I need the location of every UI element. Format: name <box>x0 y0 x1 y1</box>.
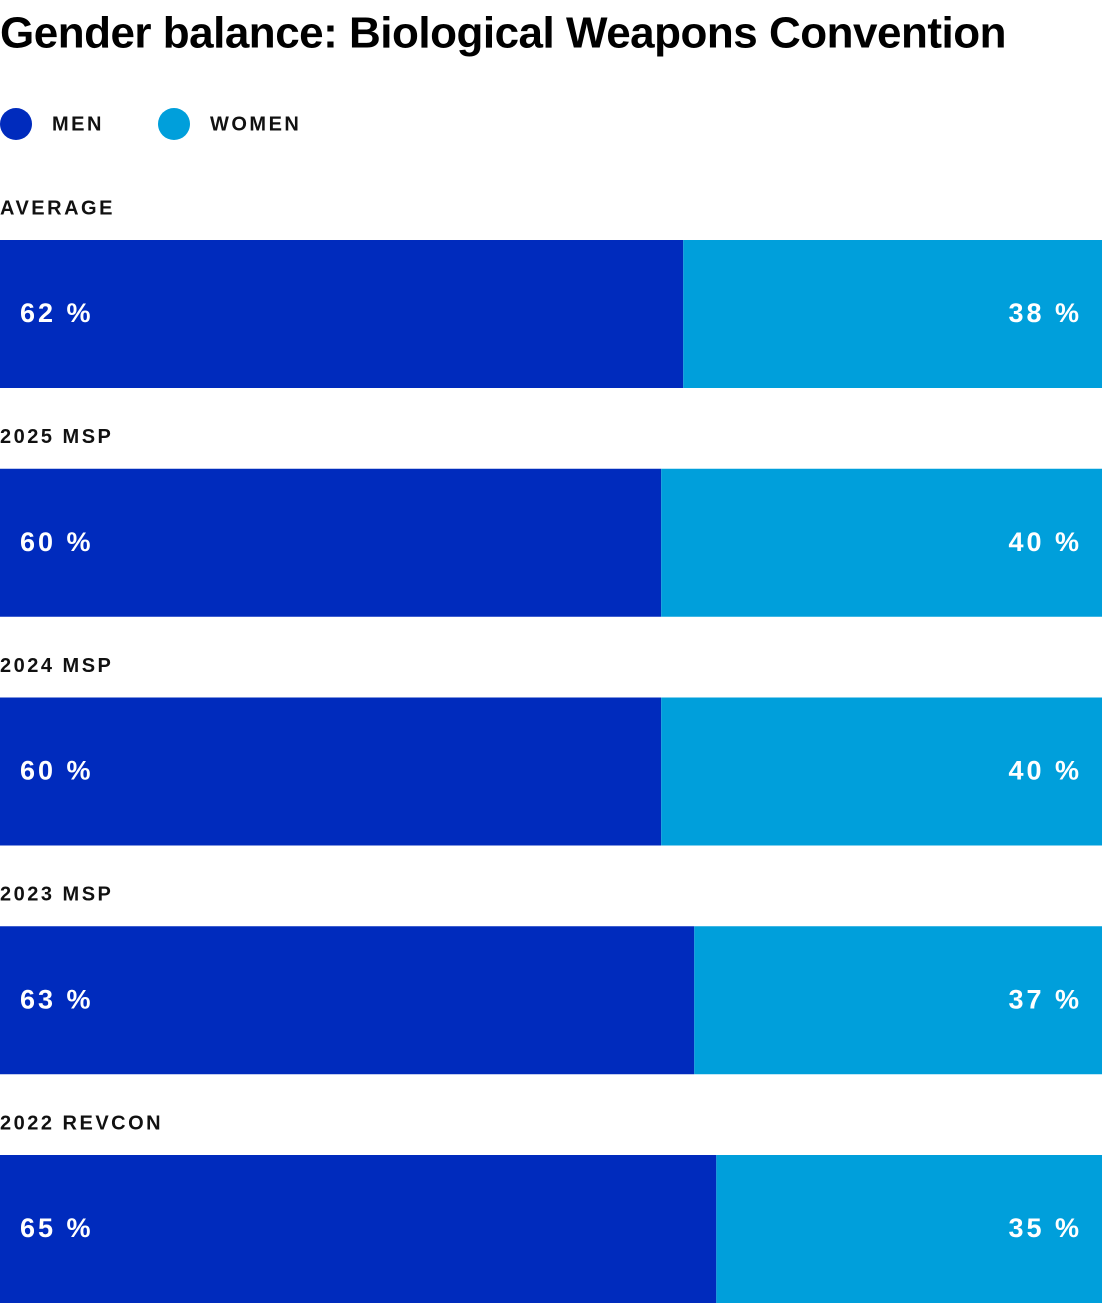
bar-segment <box>0 926 695 1075</box>
chart-title: Gender balance: Biological Weapons Conve… <box>0 9 1006 58</box>
legend-label: MEN <box>52 113 104 135</box>
category-label: 2022 REVCON <box>0 1112 163 1134</box>
value-label: 62 % <box>20 298 94 328</box>
bar-segment <box>0 468 662 617</box>
value-label: 60 % <box>20 756 94 786</box>
value-label: 65 % <box>20 1213 94 1243</box>
legend-marker <box>0 108 32 140</box>
value-label: 40 % <box>1008 756 1082 786</box>
bar-segment <box>0 240 684 388</box>
legend-label: WOMEN <box>210 113 301 135</box>
legend-marker <box>158 108 190 140</box>
bar-segment <box>661 697 1102 846</box>
category-label: 2023 MSP <box>0 884 113 906</box>
value-label: 37 % <box>1008 984 1082 1014</box>
category-label: 2025 MSP <box>0 426 113 448</box>
bar-segment <box>716 1155 1102 1303</box>
category-label: 2024 MSP <box>0 655 113 677</box>
bar-segment <box>0 1155 717 1303</box>
value-label: 60 % <box>20 527 94 557</box>
bar-segment <box>683 240 1102 388</box>
value-label: 40 % <box>1008 527 1082 557</box>
bar-segment <box>694 926 1102 1075</box>
category-label: AVERAGE <box>0 197 115 219</box>
value-label: 35 % <box>1008 1213 1082 1243</box>
bar-segment <box>661 468 1102 617</box>
bar-segment <box>0 697 662 846</box>
value-label: 63 % <box>20 984 94 1014</box>
value-label: 38 % <box>1008 298 1082 328</box>
